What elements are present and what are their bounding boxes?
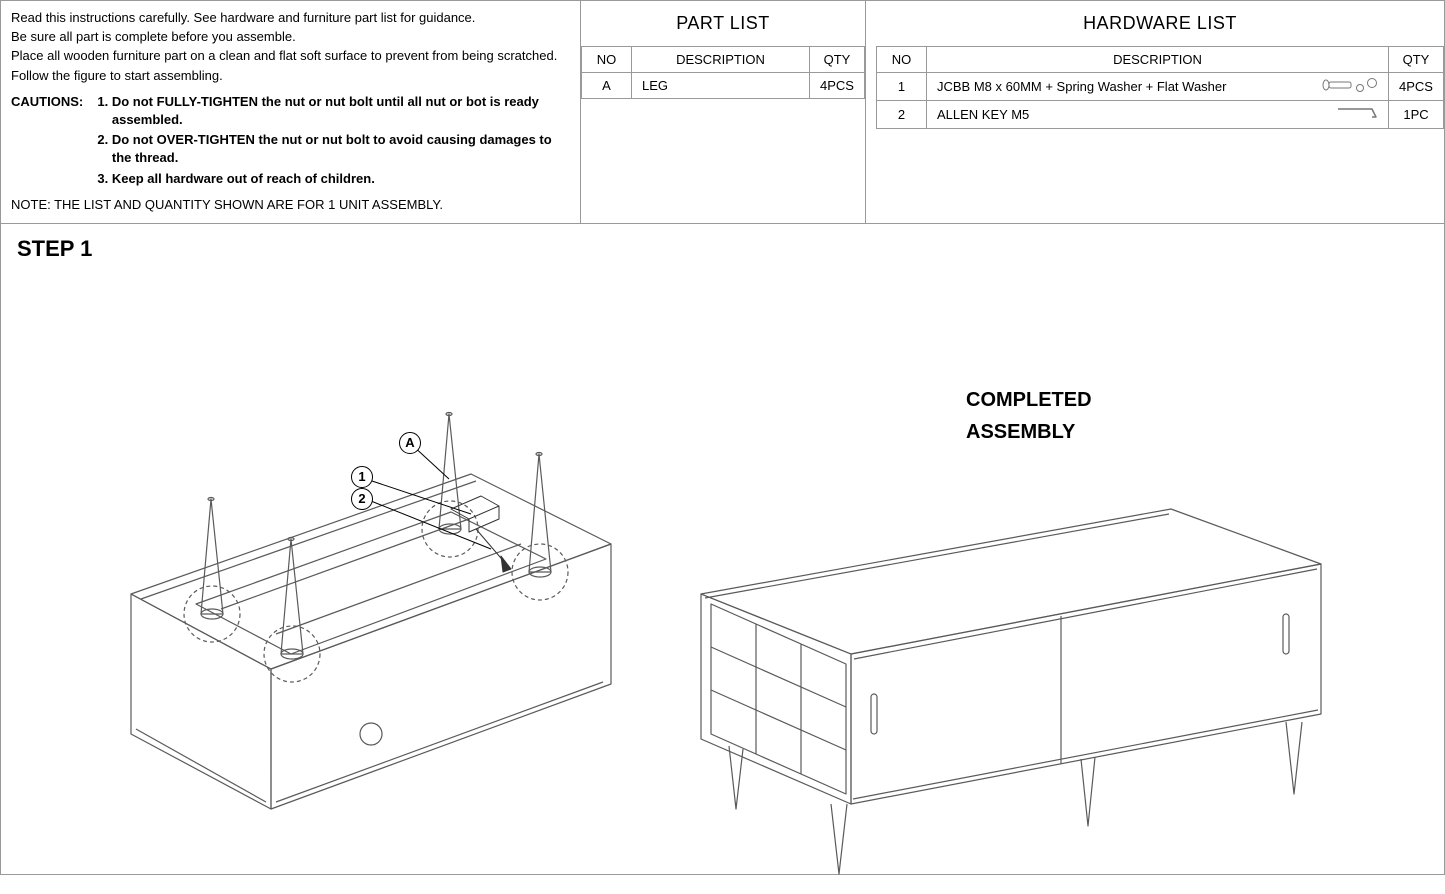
instr-line: Follow the figure to start assembling. [11, 67, 570, 85]
table-row: 2 ALLEN KEY M5 1PC [877, 101, 1444, 129]
table-row: A LEG 4PCS [582, 73, 865, 99]
cell-qty: 4PCS [810, 73, 865, 99]
table-row: 1 JCBB M8 x 60MM + Spring Washer + Flat … [877, 73, 1444, 101]
hardware-list-table: NO DESCRIPTION QTY 1 JCBB M8 x 60MM + Sp… [876, 46, 1444, 129]
caution-item: Do not OVER-TIGHTEN the nut or nut bolt … [112, 131, 570, 167]
col-no: NO [582, 47, 632, 73]
bolt-washer-icon [1320, 78, 1380, 95]
completed-line1: COMPLETED [966, 384, 1092, 416]
caution-item: Do not FULLY-TIGHTEN the nut or nut bolt… [112, 93, 570, 129]
part-list-block: PART LIST NO DESCRIPTION QTY A LEG 4PCS [581, 1, 866, 223]
cautions-list: Do not FULLY-TIGHTEN the nut or nut bolt… [92, 93, 570, 190]
instructions-block: Read this instructions carefully. See ha… [1, 1, 581, 223]
note-line: NOTE: THE LIST AND QUANTITY SHOWN ARE FO… [11, 196, 570, 214]
col-desc: DESCRIPTION [632, 47, 810, 73]
callout-2: 2 [351, 488, 373, 510]
hw-desc-text: JCBB M8 x 60MM + Spring Washer + Flat Wa… [937, 79, 1320, 94]
cell-qty: 4PCS [1389, 73, 1444, 101]
caution-item: Keep all hardware out of reach of childr… [112, 170, 570, 188]
diagram-area: A 1 2 [1, 274, 1444, 894]
cell-desc: JCBB M8 x 60MM + Spring Washer + Flat Wa… [927, 73, 1389, 101]
cell-desc: LEG [632, 73, 810, 99]
instr-line: Be sure all part is complete before you … [11, 28, 570, 46]
header-section: Read this instructions carefully. See ha… [1, 1, 1444, 224]
cell-no: A [582, 73, 632, 99]
cell-qty: 1PC [1389, 101, 1444, 129]
cautions-label: CAUTIONS: [11, 93, 92, 190]
cell-no: 2 [877, 101, 927, 129]
part-list-table: NO DESCRIPTION QTY A LEG 4PCS [581, 46, 865, 99]
instr-line: Read this instructions carefully. See ha… [11, 9, 570, 27]
part-list-title: PART LIST [581, 1, 865, 46]
allen-key-icon [1320, 106, 1380, 123]
callout-a: A [399, 432, 421, 454]
col-no: NO [877, 47, 927, 73]
step1-diagram [51, 334, 671, 814]
callout-1: 1 [351, 466, 373, 488]
step-label: STEP 1 [1, 224, 1444, 274]
hw-desc-text: ALLEN KEY M5 [937, 107, 1320, 122]
cell-desc: ALLEN KEY M5 [927, 101, 1389, 129]
hardware-list-block: HARDWARE LIST NO DESCRIPTION QTY 1 JCBB … [876, 1, 1444, 223]
cell-no: 1 [877, 73, 927, 101]
instr-line: Place all wooden furniture part on a cle… [11, 47, 570, 65]
hardware-list-title: HARDWARE LIST [876, 1, 1444, 46]
col-qty: QTY [810, 47, 865, 73]
col-desc: DESCRIPTION [927, 47, 1389, 73]
completed-assembly-label: COMPLETED ASSEMBLY [966, 384, 1092, 448]
completed-line2: ASSEMBLY [966, 416, 1092, 448]
col-qty: QTY [1389, 47, 1444, 73]
completed-diagram [681, 464, 1361, 884]
